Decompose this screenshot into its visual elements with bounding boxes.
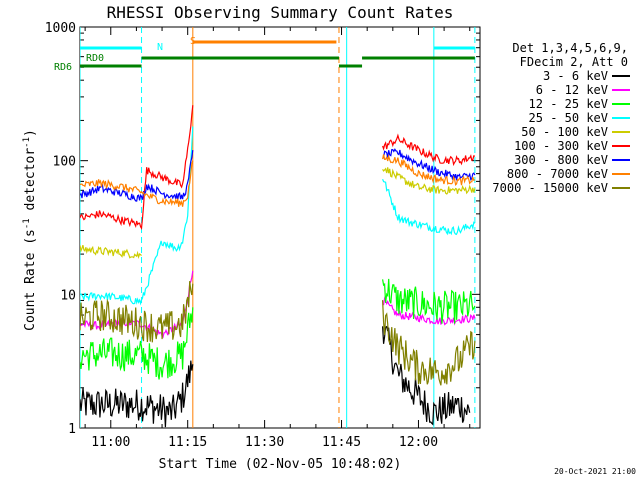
legend-entry-label: 100 - 300 keV xyxy=(514,139,608,153)
x-tick-label: 11:45 xyxy=(322,435,361,450)
y-tick-label: 100 xyxy=(53,155,76,170)
legend-entry-label: 6 - 12 keV xyxy=(536,83,608,97)
series-line-3-0 xyxy=(80,126,194,306)
y-axis-label-sup: -1 xyxy=(22,218,32,229)
legend: Det 1,3,4,5,6,9, FDecim 2, Att 0 3 - 6 k… xyxy=(492,41,630,195)
legend-entry-label: 25 - 50 keV xyxy=(529,111,608,125)
series-line-2-1 xyxy=(382,278,476,324)
y-axis-label: Count Rate (s-1 detector-1) xyxy=(22,129,38,331)
data-layer xyxy=(80,27,476,428)
series-line-4-1 xyxy=(382,167,476,195)
legend-header-line-1: Det 1,3,4,5,6,9, xyxy=(512,41,628,55)
series-line-6-0 xyxy=(80,150,194,202)
series-line-7-1 xyxy=(382,154,476,187)
series-line-7-0 xyxy=(80,160,194,207)
series-line-5-1 xyxy=(382,133,476,167)
y-tick-label: 1 xyxy=(68,422,76,437)
series-line-5-0 xyxy=(80,105,194,230)
legend-entry-label: 7000 - 15000 keV xyxy=(492,181,608,195)
chart-title: RHESSI Observing Summary Count Rates xyxy=(107,3,454,22)
series-line-8-0 xyxy=(80,281,194,343)
legend-entry-label: 12 - 25 keV xyxy=(529,97,608,111)
x-axis-label: Start Time (02-Nov-05 10:48:02) xyxy=(159,457,402,472)
series-line-4-0 xyxy=(80,244,142,259)
x-tick-label: 11:15 xyxy=(168,435,207,450)
series-line-2-0 xyxy=(80,307,194,380)
y-axis-label-end: ) xyxy=(23,129,38,137)
legend-entry-label: 3 - 6 keV xyxy=(543,69,608,83)
plot-area: 1 10 100 1000 11:00 11:15 11:30 11:45 12:00 RD6 RD… xyxy=(45,21,481,450)
legend-header-line-2: FDecim 2, Att 0 xyxy=(520,55,628,69)
series-line-0-1 xyxy=(382,325,471,426)
series-line-8-1 xyxy=(382,300,476,386)
y-axis-label-sup2: -1 xyxy=(22,137,32,148)
series-line-3-1 xyxy=(382,178,476,236)
footer-date: 20-Oct-2021 21:00 xyxy=(554,467,636,476)
y-axis-label-part: Count Rate (s xyxy=(23,229,38,331)
x-tick-label: 11:30 xyxy=(245,435,284,450)
series-line-0-0 xyxy=(80,360,194,428)
y-tick-label: 1000 xyxy=(45,21,76,36)
legend-entry-label: 50 - 100 keV xyxy=(521,125,608,139)
state-label-n: N xyxy=(157,42,163,53)
state-label-rd0: RD0 xyxy=(86,53,104,64)
y-tick-label: 10 xyxy=(60,288,76,303)
x-tick-label: 11:00 xyxy=(91,435,130,450)
state-label-rd6: RD6 xyxy=(54,62,72,73)
x-tick-label: 12:00 xyxy=(399,435,438,450)
state-label-s: S xyxy=(190,36,196,47)
series-line-1-1 xyxy=(382,296,476,326)
legend-entry-label: 800 - 7000 keV xyxy=(507,167,608,181)
legend-entry-label: 300 - 800 keV xyxy=(514,153,608,167)
series-line-6-1 xyxy=(382,148,476,181)
y-axis-label-part2: detector xyxy=(23,148,38,219)
